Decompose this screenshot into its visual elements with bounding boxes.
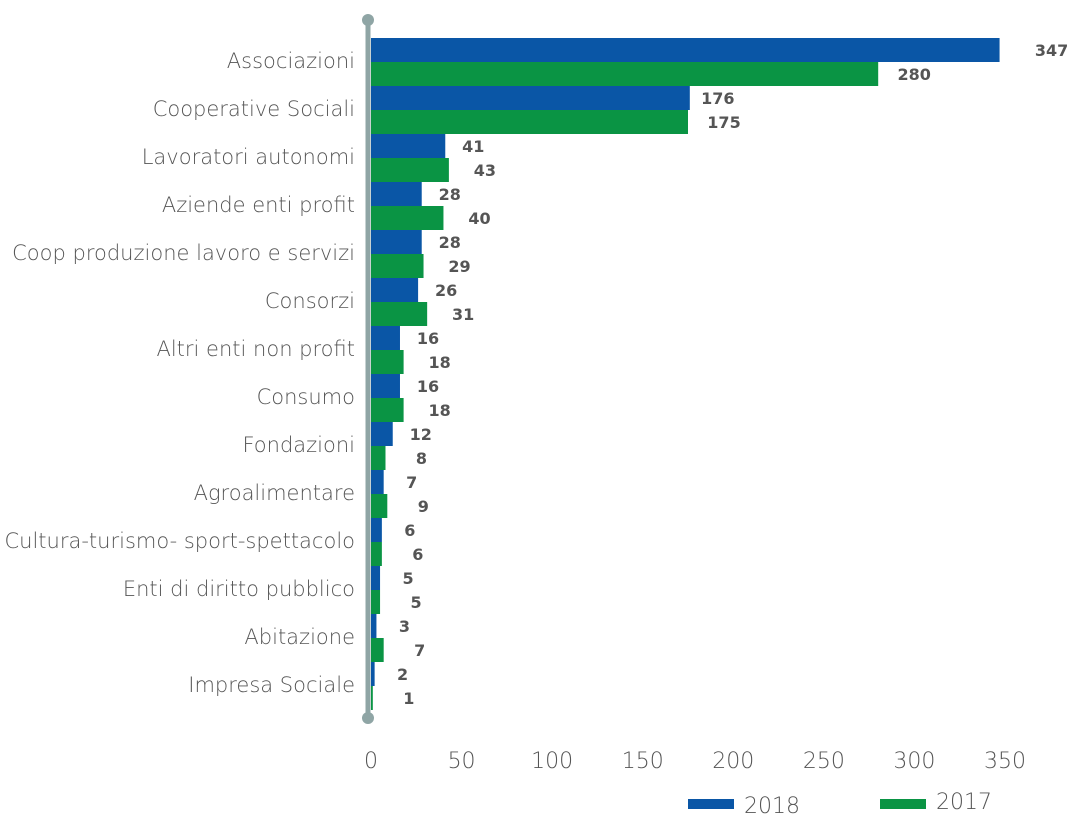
value-label: 31 xyxy=(452,305,474,324)
category-label: Coop produzione lavoro e servizi xyxy=(12,241,355,265)
x-tick-labels-group: 0 50 100 150 200 250 300 350 xyxy=(364,749,1026,774)
category-label: Consumo xyxy=(257,385,355,409)
bar-2017 xyxy=(371,590,381,614)
value-label: 18 xyxy=(428,353,450,372)
bar-2018 xyxy=(371,518,382,542)
value-label: 43 xyxy=(474,161,496,180)
bar-2017 xyxy=(371,446,386,470)
value-label: 28 xyxy=(439,233,461,252)
legend-swatch-2018 xyxy=(688,799,734,809)
x-tick-label: 300 xyxy=(893,749,935,774)
category-label: Consorzi xyxy=(265,289,355,313)
category-label: Fondazioni xyxy=(242,433,355,457)
category-label: Enti di diritto pubblico xyxy=(123,577,355,601)
bar-2018 xyxy=(371,86,690,110)
value-label: 41 xyxy=(462,137,484,156)
category-label: Associazioni xyxy=(227,49,355,73)
value-label: 1 xyxy=(403,689,414,708)
bar-2018 xyxy=(371,422,393,446)
x-tick-label: 200 xyxy=(712,749,754,774)
x-tick-label: 0 xyxy=(364,749,378,774)
value-label: 7 xyxy=(406,473,417,492)
category-label: Cooperative Sociali xyxy=(153,97,355,121)
category-label: Abitazione xyxy=(244,625,355,649)
bar-2017 xyxy=(371,62,879,86)
bar-2018 xyxy=(371,278,419,302)
legend-label-2018: 2018 xyxy=(744,794,800,818)
x-tick-label: 50 xyxy=(448,749,476,774)
bar-2018 xyxy=(371,134,446,158)
category-label: Aziende enti profit xyxy=(162,193,355,217)
value-label: 28 xyxy=(439,185,461,204)
bar-2017 xyxy=(371,542,382,566)
value-label: 5 xyxy=(410,593,421,612)
bar-2017 xyxy=(371,302,428,326)
value-label: 7 xyxy=(414,641,425,660)
x-tick-label: 350 xyxy=(984,749,1026,774)
value-label: 175 xyxy=(707,113,740,132)
bar-2018 xyxy=(371,230,422,254)
x-tick-label: 250 xyxy=(803,749,845,774)
bar-2018 xyxy=(371,38,1000,62)
value-label: 6 xyxy=(404,521,415,540)
bar-2018 xyxy=(371,374,400,398)
legend-swatch-2017 xyxy=(880,799,926,809)
category-label: Lavoratori autonomi xyxy=(142,145,355,169)
value-label: 9 xyxy=(418,497,429,516)
value-labels-group: 3472801761754143284028292631161816181287… xyxy=(397,41,1068,708)
bar-2018 xyxy=(371,662,375,686)
value-label: 280 xyxy=(897,65,930,84)
value-label: 6 xyxy=(412,545,423,564)
bar-2018 xyxy=(371,326,400,350)
bar-2017 xyxy=(371,254,424,278)
category-label: Cultura-turismo- sport-spettacolo xyxy=(5,529,356,553)
bar-2017 xyxy=(371,638,384,662)
bar-2018 xyxy=(371,566,381,590)
value-label: 176 xyxy=(701,89,734,108)
legend: 2018 2017 xyxy=(688,790,992,818)
value-label: 2 xyxy=(397,665,408,684)
x-tick-label: 100 xyxy=(531,749,573,774)
x-tick-label: 150 xyxy=(622,749,664,774)
bars-group xyxy=(371,38,1000,710)
value-label: 40 xyxy=(468,209,490,228)
bar-2017 xyxy=(371,686,373,710)
bar-2017 xyxy=(371,350,404,374)
value-label: 8 xyxy=(416,449,427,468)
value-label: 18 xyxy=(428,401,450,420)
value-label: 12 xyxy=(410,425,432,444)
y-axis-line xyxy=(362,14,374,724)
category-labels-group: Associazioni Cooperative Sociali Lavorator… xyxy=(5,49,356,697)
category-label: Altri enti non profit xyxy=(156,337,355,361)
legend-label-2017: 2017 xyxy=(936,790,992,815)
bar-2017 xyxy=(371,398,404,422)
axis-bottom-dot xyxy=(362,712,374,724)
bar-2017 xyxy=(371,494,388,518)
bar-2018 xyxy=(371,470,384,494)
value-label: 29 xyxy=(448,257,470,276)
category-label: Agroalimentare xyxy=(194,481,355,505)
bar-2018 xyxy=(371,182,422,206)
value-label: 16 xyxy=(417,329,439,348)
bar-2017 xyxy=(371,158,449,182)
bar-2017 xyxy=(371,206,444,230)
value-label: 26 xyxy=(435,281,457,300)
bar-2018 xyxy=(371,614,377,638)
category-label: Impresa Sociale xyxy=(188,673,355,697)
value-label: 5 xyxy=(402,569,413,588)
value-label: 3 xyxy=(399,617,410,636)
value-label: 16 xyxy=(417,377,439,396)
axis-top-dot xyxy=(362,14,374,26)
bar-2017 xyxy=(371,110,688,134)
value-label: 347 xyxy=(1035,41,1068,60)
